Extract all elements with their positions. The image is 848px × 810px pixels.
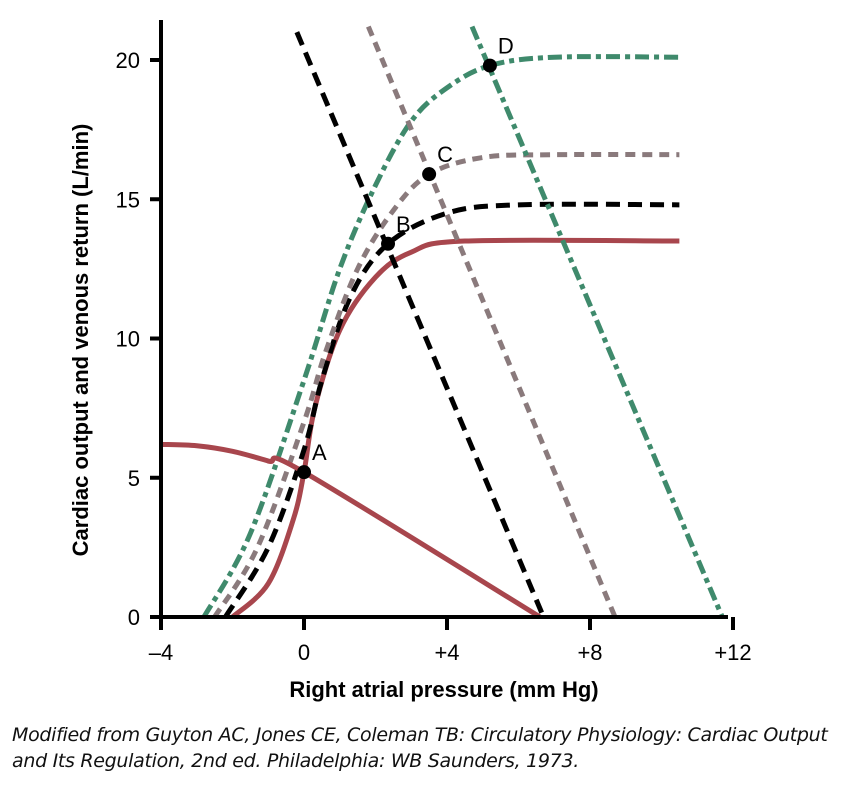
venous-return-curve-6: [366, 25, 618, 618]
cardiac-output-curve-2: [212, 151, 680, 619]
x-tick-label: –4: [149, 640, 173, 665]
venous-return-curve-7: [469, 25, 725, 618]
point-A: [297, 465, 311, 480]
x-tick-label: +12: [714, 640, 751, 665]
y-tick-label: 0: [128, 605, 140, 630]
x-tick-label: +8: [577, 640, 602, 665]
point-B: [381, 236, 396, 251]
x-tick-label: +4: [434, 640, 459, 665]
y-tick-label: 10: [116, 327, 140, 352]
point-D: [482, 58, 497, 73]
y-tick-label: 20: [116, 48, 140, 73]
point-label-A: A: [312, 440, 327, 465]
y-axis-label: Cardiac output and venous return (L/min): [68, 124, 93, 557]
chart: –4 0 +4 +8 +12 0 5 10 15 20 Right atrial pressure …: [68, 20, 752, 702]
point-C: [422, 167, 437, 182]
cardiac-output-curve-3: [201, 54, 680, 619]
cardiac-output-curve-1: [223, 201, 680, 619]
y-tick-label: 15: [116, 187, 140, 212]
venous-return-curve-5: [294, 31, 546, 618]
citation-caption: Modified from Guyton AC, Jones CE, Colem…: [12, 724, 828, 772]
point-label-B: B: [396, 212, 411, 237]
x-axis-label: Right atrial pressure (mm Hg): [289, 677, 598, 702]
point-label-C: C: [437, 142, 453, 167]
venous-return-curve-4: [160, 441, 542, 620]
y-tick-label: 5: [128, 466, 140, 491]
point-label-D: D: [498, 34, 514, 59]
x-tick-label: 0: [298, 640, 310, 665]
